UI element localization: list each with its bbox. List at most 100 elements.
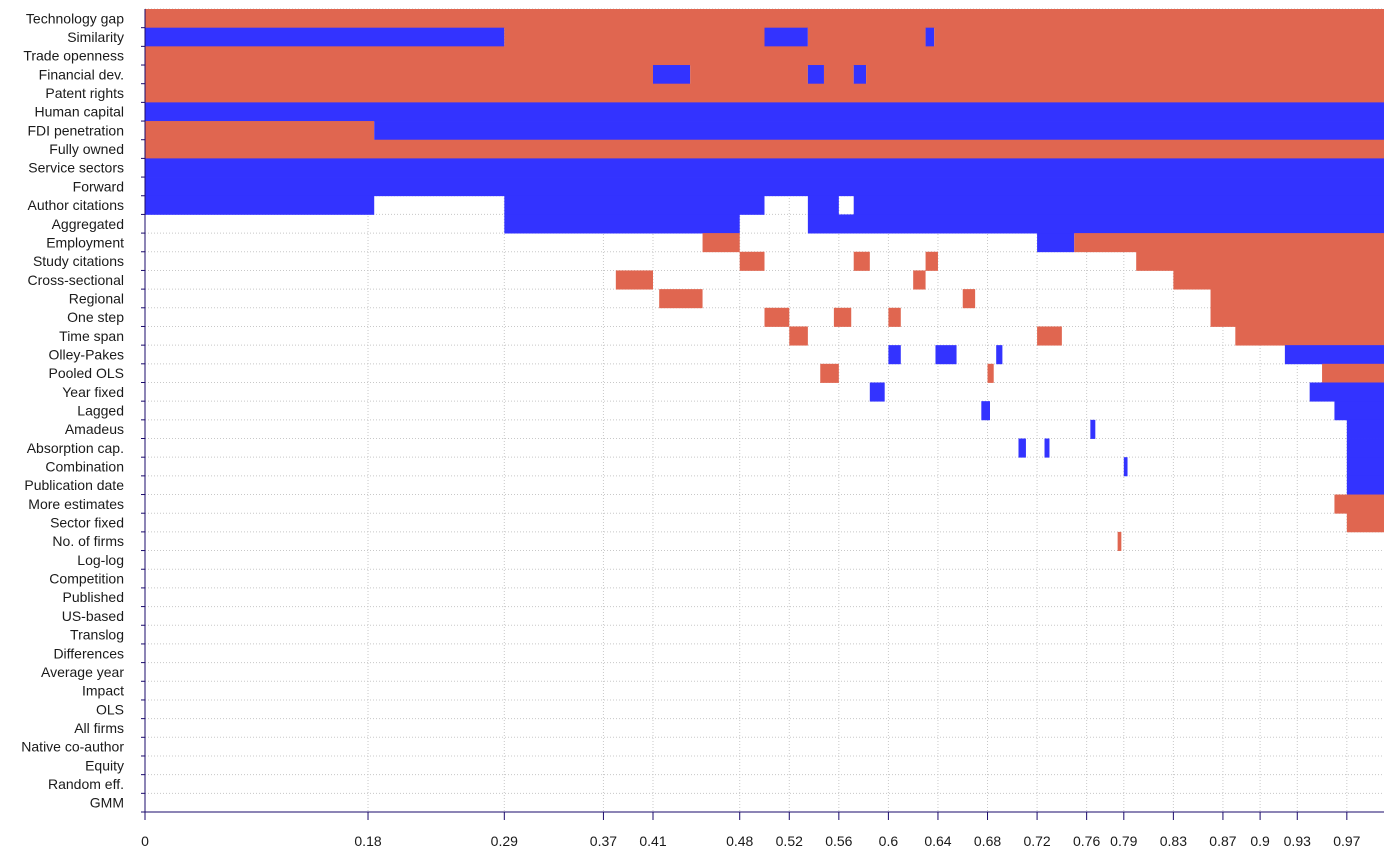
row-label-all-firms: All firms <box>74 720 124 736</box>
cell-forward <box>145 177 1384 197</box>
x-tick-label: 0.64 <box>924 833 951 849</box>
cell-no-of-firms <box>1117 531 1122 551</box>
cell-patent-rights <box>145 83 1384 103</box>
row-label-published: Published <box>63 589 125 605</box>
cell-year-fixed <box>1309 382 1384 402</box>
cell-absorption-cap <box>1346 438 1384 458</box>
row-label-time-span: Time span <box>59 328 124 344</box>
cell-fully-owned <box>145 139 1384 159</box>
row-label-native-co-author: Native co-author <box>21 739 124 755</box>
cell-similarity <box>764 27 808 47</box>
cell-combination <box>1123 457 1128 477</box>
row-label-similarity: Similarity <box>67 29 124 45</box>
row-label-random-eff: Random eff. <box>48 776 124 792</box>
cell-regional <box>1210 289 1384 309</box>
row-label-impact: Impact <box>82 683 124 699</box>
cell-similarity <box>504 27 765 47</box>
x-tick-label: 0.83 <box>1160 833 1187 849</box>
x-tick-label: 0.93 <box>1284 833 1311 849</box>
row-label-competition: Competition <box>49 571 124 587</box>
cell-cross-sectional <box>615 270 653 290</box>
x-tick-label: 0.79 <box>1110 833 1137 849</box>
cell-one-step <box>1210 307 1384 327</box>
cell-financial-dev <box>690 65 808 85</box>
cell-author-citations <box>504 195 765 215</box>
cell-year-fixed <box>869 382 885 402</box>
cell-pooled-ols <box>820 363 839 383</box>
row-label-cross-sectional: Cross-sectional <box>28 272 124 288</box>
row-label-one-step: One step <box>67 309 124 325</box>
row-label-absorption-cap: Absorption cap. <box>27 440 124 456</box>
row-label-log-log: Log-log <box>77 552 124 568</box>
cell-financial-dev <box>866 65 1384 85</box>
x-tick-label: 0.29 <box>491 833 518 849</box>
cell-olley-pakes <box>1284 345 1384 365</box>
cell-financial-dev <box>853 65 867 85</box>
cell-human-capital <box>145 102 1384 122</box>
x-tick-label: 0.6 <box>879 833 899 849</box>
x-tick-label: 0.76 <box>1073 833 1100 849</box>
cell-similarity <box>925 27 935 47</box>
row-label-combination: Combination <box>45 459 124 475</box>
cell-sector-fixed <box>1346 513 1384 533</box>
row-label-fdi-penetration: FDI penetration <box>28 122 125 138</box>
row-label-year-fixed: Year fixed <box>62 384 124 400</box>
row-label-employment: Employment <box>46 234 124 250</box>
cell-time-span <box>789 326 808 346</box>
x-tick-label: 0.56 <box>825 833 852 849</box>
row-label-publication-date: Publication date <box>24 477 124 493</box>
cell-lagged <box>1334 401 1384 421</box>
cell-olley-pakes <box>996 345 1003 365</box>
cell-study-citations <box>925 251 938 271</box>
cell-absorption-cap <box>1018 438 1026 458</box>
cell-amadeus <box>1090 419 1096 439</box>
cell-olley-pakes <box>935 345 957 365</box>
cell-combination <box>1346 457 1384 477</box>
row-label-author-citations: Author citations <box>28 197 125 213</box>
row-label-service-sectors: Service sectors <box>28 160 124 176</box>
cell-time-span <box>1037 326 1062 346</box>
row-label-pooled-ols: Pooled OLS <box>49 365 125 381</box>
row-label-trade-openness: Trade openness <box>23 48 124 64</box>
cell-employment <box>1074 233 1384 253</box>
row-label-aggregated: Aggregated <box>52 216 124 232</box>
row-label-ols: OLS <box>96 701 124 717</box>
row-label-study-citations: Study citations <box>33 253 124 269</box>
x-tick-label: 0.72 <box>1023 833 1050 849</box>
row-label-patent-rights: Patent rights <box>45 85 124 101</box>
x-tick-label: 0.41 <box>639 833 666 849</box>
row-label-olley-pakes: Olley-Pakes <box>49 346 124 362</box>
row-label-equity: Equity <box>85 757 124 773</box>
cell-regional <box>962 289 976 309</box>
cell-similarity <box>145 27 505 47</box>
x-tick-label: 0.68 <box>974 833 1001 849</box>
x-tick-label: 0.52 <box>776 833 803 849</box>
cell-absorption-cap <box>1044 438 1050 458</box>
cell-one-step <box>764 307 790 327</box>
row-label-sector-fixed: Sector fixed <box>50 515 124 531</box>
cell-one-step <box>833 307 852 327</box>
cell-financial-dev <box>823 65 854 85</box>
cell-financial-dev <box>807 65 824 85</box>
cell-pooled-ols <box>1322 363 1384 383</box>
x-tick-label: 0.97 <box>1333 833 1360 849</box>
cell-one-step <box>888 307 901 327</box>
cell-aggregated <box>807 214 1384 234</box>
row-label-no-of-firms: No. of firms <box>52 533 124 549</box>
row-label-translog: Translog <box>70 627 124 643</box>
cell-time-span <box>1235 326 1384 346</box>
cell-cross-sectional <box>913 270 926 290</box>
row-label-forward: Forward <box>73 178 124 194</box>
row-label-us-based: US-based <box>62 608 124 624</box>
cell-financial-dev <box>652 65 691 85</box>
cell-fdi-penetration <box>374 121 1385 141</box>
row-label-regional: Regional <box>69 290 124 306</box>
row-label-human-capital: Human capital <box>35 104 125 120</box>
x-tick-label: 0.18 <box>354 833 381 849</box>
cell-similarity <box>807 27 926 47</box>
cell-employment <box>702 233 740 253</box>
cell-amadeus <box>1346 419 1384 439</box>
cell-aggregated <box>504 214 740 234</box>
